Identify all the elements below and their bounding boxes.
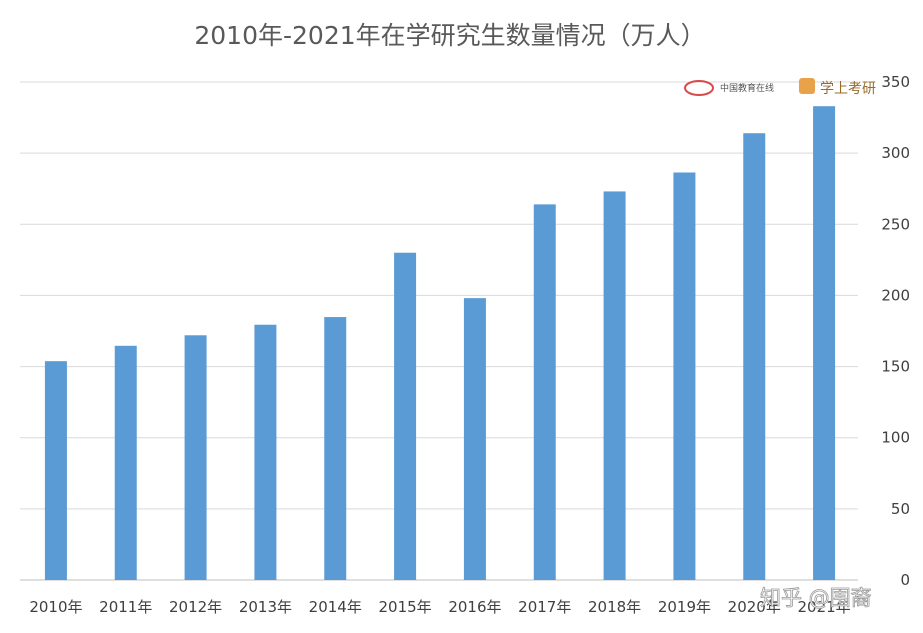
y-tick-label: 350 [881,73,910,91]
x-tick-label: 2015年 [378,598,431,616]
eol-logo-text: 中国教育在线 [720,82,774,94]
bar [44,361,67,580]
y-tick-label: 150 [881,358,910,376]
y-tick-label: 0 [900,571,910,589]
bar [394,252,417,580]
x-tick-label: 2020年 [728,598,781,616]
y-tick-label: 300 [881,144,910,162]
chart-title: 2010年-2021年在学研究生数量情况（万人） [194,21,705,50]
x-axis-ticks: 2010年 2011年 2012年 2013年 2014年 2015年 2016年 2017年… [29,598,850,616]
bar [184,335,207,580]
bar [743,133,766,581]
kaoyan-logo: 学上考研 [799,78,876,97]
bar [673,172,696,580]
y-tick-label: 100 [881,429,910,447]
bar [254,324,277,580]
x-tick-label: 2017年 [518,598,571,616]
zhihu-watermark: 知乎 @围裔 [760,586,872,610]
bars [44,106,836,581]
y-tick-label: 200 [881,286,910,304]
x-tick-label: 2010年 [29,598,82,616]
x-tick-label: 2019年 [658,598,711,616]
x-tick-label: 2011年 [99,598,152,616]
bar [813,106,836,580]
bar [324,317,347,580]
gridlines [20,81,858,581]
x-tick-label: 2018年 [588,598,641,616]
bar [533,204,556,580]
x-tick-label: 2014年 [309,598,362,616]
y-axis-ticks: 0 50 100 150 200 250 300 350 [881,73,910,589]
eol-logo: 中国教育在线 [684,80,774,96]
y-tick-label: 250 [881,215,910,233]
bar [114,345,137,580]
x-tick-label: 2013年 [239,598,292,616]
x-tick-label: 2021年 [797,598,850,616]
x-tick-label: 2012年 [169,598,222,616]
bar [603,191,626,580]
x-tick-label: 2016年 [448,598,501,616]
y-tick-label: 50 [891,500,910,518]
kaoyan-logo-text: 学上考研 [820,81,876,97]
bar [463,298,486,580]
